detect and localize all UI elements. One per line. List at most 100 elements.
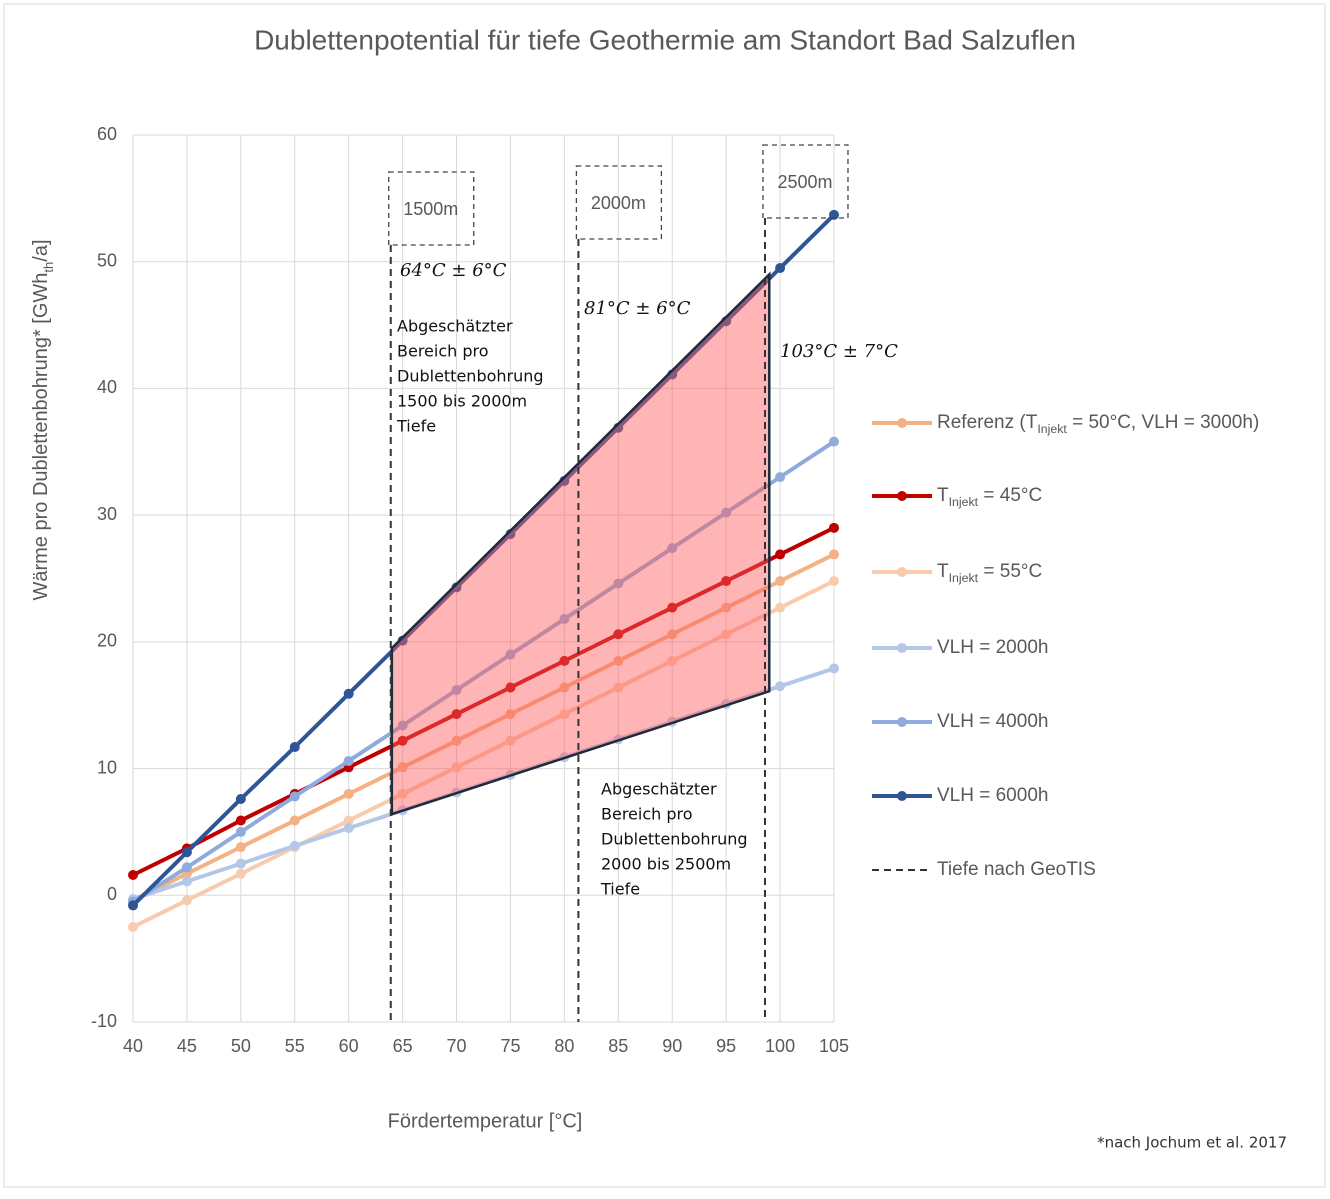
point	[775, 549, 786, 560]
point	[343, 788, 354, 799]
point	[397, 735, 408, 746]
point	[343, 823, 354, 834]
point	[721, 602, 732, 613]
legend-label: VLH = 4000h	[937, 711, 1048, 732]
point	[721, 629, 732, 640]
point	[613, 682, 624, 693]
point	[128, 870, 138, 881]
temperature-label: 103°C ± 7°C	[780, 341, 898, 362]
point	[235, 815, 246, 826]
point	[128, 900, 138, 911]
series-line	[131, 439, 836, 904]
point	[397, 635, 408, 646]
point	[721, 576, 732, 587]
footnote: *nach Jochum et al. 2017	[1097, 1134, 1287, 1152]
point	[289, 840, 300, 851]
point	[775, 576, 786, 587]
depth-label: 1500m	[403, 199, 458, 219]
point	[451, 762, 462, 773]
point	[559, 614, 570, 625]
annotation: Abgeschätzter	[601, 780, 717, 799]
point	[829, 663, 839, 674]
y-tick-label: 40	[97, 377, 117, 397]
point	[775, 602, 786, 613]
point	[235, 793, 246, 804]
point	[235, 858, 246, 869]
y-tick-label: 30	[97, 504, 117, 524]
legend-marker	[897, 717, 907, 727]
point	[667, 629, 678, 640]
y-tick-label: 50	[97, 250, 117, 270]
point	[289, 815, 300, 826]
point	[613, 629, 624, 640]
x-tick-label: 40	[123, 1036, 143, 1056]
point	[505, 649, 516, 660]
temperature-label: 81°C ± 6°C	[584, 298, 691, 319]
point	[667, 602, 678, 613]
legend-label: Tiefe nach GeoTIS	[937, 859, 1096, 880]
point	[343, 815, 354, 826]
x-axis-label: Fördertemperatur [°C]	[388, 1110, 583, 1132]
point	[451, 685, 462, 696]
point	[829, 436, 839, 447]
y-tick-label: 20	[97, 631, 117, 651]
point	[451, 735, 462, 746]
point	[397, 788, 408, 799]
point	[181, 895, 192, 906]
point	[667, 543, 678, 554]
x-tick-label: 60	[339, 1036, 359, 1056]
point	[505, 682, 516, 693]
y-tick-label: 60	[97, 124, 117, 144]
point	[505, 709, 516, 720]
point	[289, 791, 300, 802]
point	[181, 862, 192, 873]
point	[613, 655, 624, 666]
x-tick-label: 55	[285, 1036, 305, 1056]
y-axis-label: Wärme pro Dublettenbohrung* [GWhth/a]	[30, 239, 56, 600]
point	[559, 709, 570, 720]
depth-label: 2000m	[591, 193, 646, 213]
legend-label: VLH = 2000h	[937, 637, 1048, 658]
x-tick-label: 45	[177, 1036, 197, 1056]
point	[505, 735, 516, 746]
legend-marker	[897, 643, 907, 653]
annotation: Dublettenbohrung	[397, 367, 544, 386]
point	[775, 263, 786, 274]
point	[235, 842, 246, 853]
x-tick-label: 75	[500, 1036, 520, 1056]
legend-marker	[897, 567, 907, 577]
point	[775, 681, 786, 692]
x-tick-label: 80	[554, 1036, 574, 1056]
annotation: Dublettenbohrung	[601, 830, 748, 849]
point	[181, 847, 192, 858]
x-tick-label: 65	[393, 1036, 413, 1056]
point	[235, 826, 246, 837]
series-line	[131, 213, 836, 907]
x-tick-label: 105	[819, 1036, 849, 1056]
x-tick-label: 95	[716, 1036, 736, 1056]
legend-label: Referenz (TInjekt = 50°C, VLH = 3000h)	[937, 412, 1259, 436]
series-line	[132, 552, 835, 903]
point	[235, 868, 246, 879]
x-tick-label: 100	[765, 1036, 795, 1056]
legend-label: VLH = 6000h	[937, 785, 1048, 806]
y-tick-label: 10	[97, 757, 117, 777]
frame	[3, 3, 1326, 1188]
x-tick-label: 90	[662, 1036, 682, 1056]
depth-box	[388, 171, 475, 246]
legend-label: TInjekt = 45°C	[937, 485, 1042, 509]
annotation: Bereich pro	[601, 805, 693, 824]
point	[829, 576, 839, 587]
point	[181, 876, 192, 887]
point	[343, 755, 354, 766]
chart-title: Dublettenpotential für tiefe Geothermie …	[254, 24, 1076, 55]
x-tick-label: 85	[608, 1036, 628, 1056]
series-line	[132, 526, 835, 877]
depth-label: 2500m	[777, 172, 832, 192]
x-tick-label: 70	[447, 1036, 467, 1056]
point	[451, 709, 462, 720]
annotation: 1500 bis 2000m	[397, 392, 527, 411]
annotation: Bereich pro	[397, 342, 489, 361]
point	[397, 762, 408, 773]
